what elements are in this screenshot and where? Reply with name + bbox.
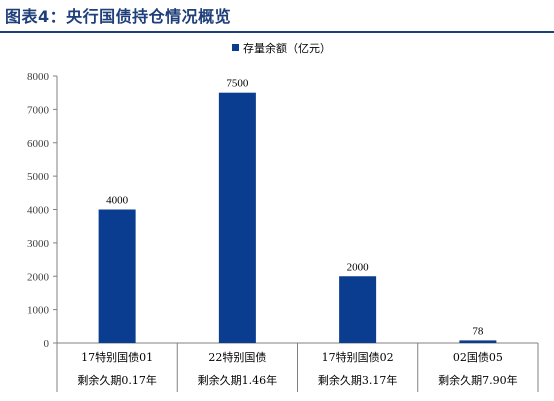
y-tick-label: 5000 <box>27 171 50 183</box>
bar <box>339 276 377 343</box>
y-tick-label: 1000 <box>27 305 50 317</box>
data-label: 7500 <box>226 78 249 90</box>
title-divider <box>0 31 554 33</box>
data-label: 4000 <box>106 195 129 207</box>
y-tick-label: 7000 <box>27 104 50 116</box>
legend-label: 存量余额（亿元） <box>243 41 331 55</box>
y-tick-label: 3000 <box>27 238 50 250</box>
x-category-sublabel: 剩余久期0.17年 <box>77 373 157 387</box>
bar <box>459 340 497 343</box>
x-category-label: 02国债05 <box>453 350 503 364</box>
y-tick-label: 0 <box>44 338 50 350</box>
x-category-label: 17特别国债01 <box>81 350 153 364</box>
x-category-label: 22特别国债 <box>208 350 266 364</box>
y-axis-ticks: 0 1000 2000 3000 4000 5000 6000 7000 8000 <box>27 71 57 350</box>
bar <box>98 209 136 343</box>
legend-swatch <box>232 44 239 51</box>
bar <box>218 92 256 343</box>
x-category-sublabel: 剩余久期7.90年 <box>438 373 518 387</box>
y-tick-label: 6000 <box>27 138 50 150</box>
bar-series <box>98 92 497 343</box>
page-title: 图表4：央行国债持仓情况概览 <box>5 7 232 26</box>
x-category-label: 17特别国债02 <box>322 350 394 364</box>
x-category-sublabel: 剩余久期1.46年 <box>198 373 278 387</box>
y-tick-label: 4000 <box>27 205 50 217</box>
x-category-sublabel: 剩余久期3.17年 <box>318 373 398 387</box>
data-label: 2000 <box>347 261 370 273</box>
legend: 存量余额（亿元） <box>232 41 331 55</box>
data-labels: 4000 7500 2000 78 <box>106 78 484 338</box>
y-tick-label: 2000 <box>27 271 50 283</box>
y-tick-label: 8000 <box>27 71 50 83</box>
data-label: 78 <box>472 325 484 337</box>
